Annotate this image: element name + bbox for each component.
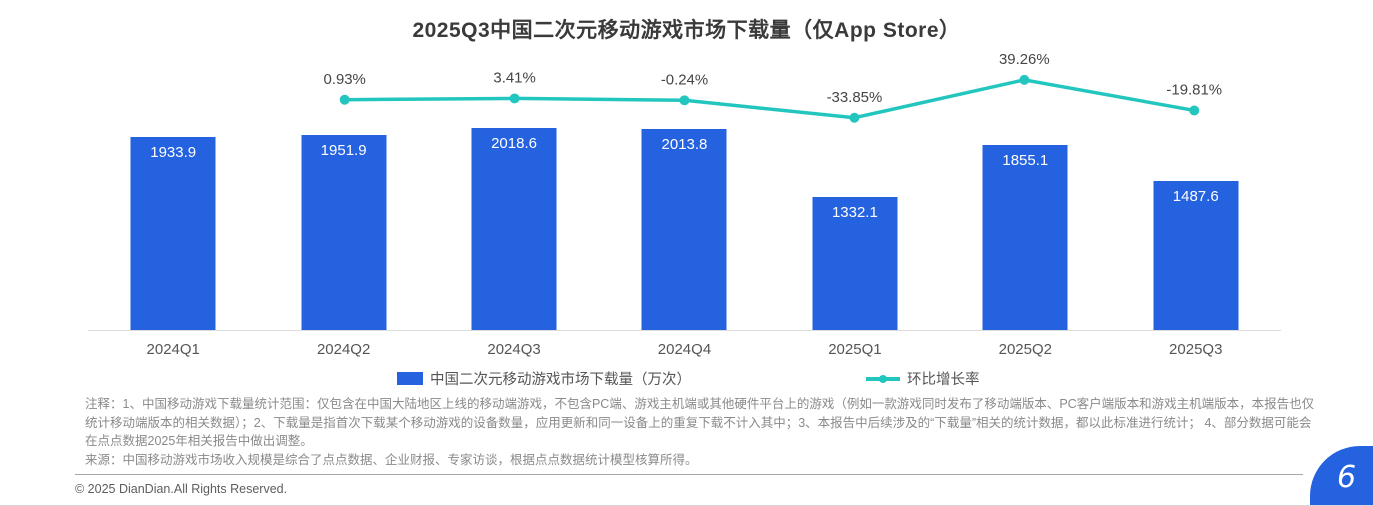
growth-point-label: -0.24% <box>661 71 708 88</box>
bar-line-chart: 1933.9 1951.9 2018.6 2013.8 1332.1 1855.1 1487… <box>88 0 1281 331</box>
bar-value-label: 1487.6 <box>1172 188 1219 206</box>
copyright-text: © 2025 DianDian.All Rights Reserved. <box>75 482 288 496</box>
legend-line-dot <box>879 375 887 383</box>
x-axis-label: 2025Q3 <box>1169 341 1223 358</box>
growth-point-label: 0.93% <box>323 71 365 88</box>
bar: 2018.6 <box>471 128 557 330</box>
bar: 1933.9 <box>130 136 216 330</box>
bar-column: 1487.6 <box>1111 0 1281 330</box>
x-axis-label: 2024Q1 <box>146 341 200 358</box>
bar: 2013.8 <box>641 128 727 330</box>
page-number-badge: 6 <box>1310 446 1373 505</box>
bar-value-label: 2018.6 <box>491 135 537 153</box>
bar-column: 2018.6 <box>429 0 599 330</box>
bar: 1855.1 <box>982 144 1068 330</box>
growth-point-label: -33.85% <box>827 89 883 106</box>
legend-item-growth-rate: 环比增长率 <box>866 368 980 389</box>
growth-line-point <box>339 94 350 105</box>
notes-block: 注释：1、中国移动游戏下载量统计范围：仅包含在中国大陆地区上线的移动端游戏，不包… <box>85 395 1317 469</box>
notes-text: 注释：1、中国移动游戏下载量统计范围：仅包含在中国大陆地区上线的移动端游戏，不包… <box>85 397 1315 448</box>
growth-line-point <box>849 112 860 123</box>
bar-column: 1855.1 <box>940 0 1110 330</box>
x-axis-labels: 2024Q1 2024Q2 2024Q3 2024Q4 2025Q1 2025Q2 2025… <box>88 341 1281 358</box>
page-title: 2025Q3中国二次元移动游戏市场下载量（仅App Store） <box>412 19 961 42</box>
legend-line-swatch <box>866 372 900 385</box>
bar-column: 1951.9 <box>258 0 428 330</box>
bar-value-label: 1332.1 <box>831 203 878 221</box>
legend-item-downloads: 中国二次元移动游戏市场下载量（万次） <box>397 368 691 389</box>
x-axis-label: 2025Q1 <box>828 341 882 358</box>
footer-divider <box>75 474 1303 475</box>
bar-column: 1332.1 <box>770 0 940 330</box>
legend-line-label: 环比增长率 <box>907 372 980 388</box>
x-axis-label: 2025Q2 <box>998 341 1053 358</box>
legend-bar-swatch <box>397 372 423 385</box>
bar-value-label: 1951.9 <box>320 141 367 159</box>
legend-bar-label: 中国二次元移动游戏市场下载量（万次） <box>430 372 691 388</box>
bar-column: 2013.8 <box>599 0 769 330</box>
growth-point-label: -19.81% <box>1166 82 1222 99</box>
growth-line-point <box>1189 105 1200 116</box>
x-axis-label: 2024Q4 <box>657 341 712 358</box>
bars-layer: 1933.9 1951.9 2018.6 2013.8 1332.1 1855.1 1487… <box>88 0 1281 330</box>
x-axis-label: 2024Q3 <box>487 341 541 358</box>
growth-point-label: 39.26% <box>999 51 1050 68</box>
bar: 1332.1 <box>812 196 898 330</box>
bar-value-label: 2013.8 <box>661 135 708 153</box>
growth-line <box>344 78 1195 120</box>
growth-line-point <box>679 95 690 106</box>
bar: 1951.9 <box>301 134 387 330</box>
growth-line-point <box>1019 74 1030 85</box>
growth-line-point <box>509 93 520 104</box>
bar-value-label: 1933.9 <box>150 143 197 161</box>
source-text: 来源：中国移动游戏市场收入规模是综合了点点数据、企业财报、专家访谈，根据点点数据… <box>85 452 698 467</box>
x-axis-label: 2024Q2 <box>316 341 371 358</box>
bar: 1487.6 <box>1153 181 1239 330</box>
growth-rate-line-chart: 0.93% 3.41% -0.24% -33.85% 39.26% -19.81% <box>323 51 1222 123</box>
bar-column: 1933.9 <box>88 0 258 330</box>
page-number: 6 <box>1336 459 1357 495</box>
bar-value-label: 1855.1 <box>1002 151 1049 169</box>
growth-point-label: 3.41% <box>493 69 535 86</box>
